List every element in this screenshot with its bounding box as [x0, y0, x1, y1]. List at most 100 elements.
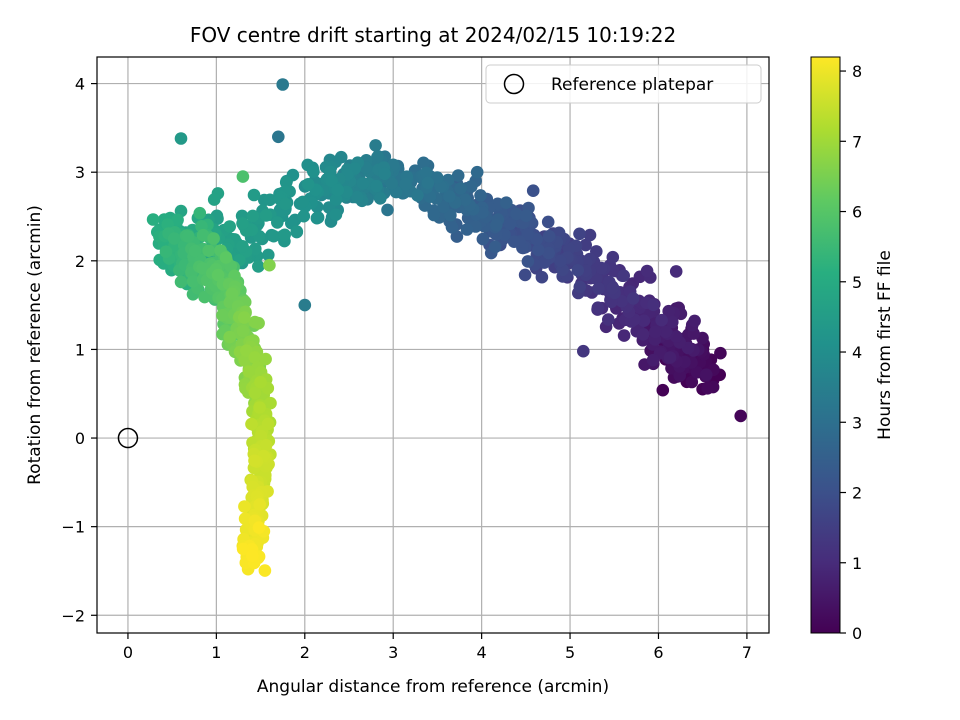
data-point	[573, 280, 587, 294]
x-tick-label: 0	[123, 643, 133, 662]
data-point	[602, 313, 615, 326]
x-tick-label: 4	[477, 643, 487, 662]
data-point	[258, 564, 272, 577]
data-point	[518, 268, 532, 282]
data-point	[223, 220, 236, 233]
data-point	[646, 353, 660, 367]
y-tick-label: 0	[75, 429, 85, 448]
data-point	[673, 369, 686, 383]
data-point	[542, 229, 556, 243]
data-point	[490, 218, 503, 232]
data-point	[470, 165, 484, 179]
data-point	[252, 316, 265, 330]
data-point	[246, 209, 260, 223]
data-point	[271, 216, 284, 229]
data-point	[521, 255, 535, 268]
colorbar-gradient	[810, 56, 841, 634]
data-point	[272, 130, 285, 144]
data-point	[541, 215, 555, 229]
data-point	[254, 429, 268, 443]
data-point	[592, 282, 605, 295]
data-point	[276, 78, 290, 91]
data-point	[579, 238, 592, 252]
data-point	[236, 324, 250, 338]
data-point	[325, 174, 338, 188]
y-tick-label: −2	[61, 606, 85, 625]
colorbar-ticks: 0 1 2 3 4 5 6 7 8	[840, 62, 862, 643]
data-point	[488, 240, 502, 254]
data-point	[242, 365, 256, 378]
data-point	[248, 351, 262, 364]
data-point	[666, 315, 679, 329]
data-point	[301, 178, 315, 191]
data-point	[526, 184, 540, 197]
data-point	[329, 208, 343, 221]
data-point	[193, 206, 207, 220]
data-point	[532, 243, 545, 257]
data-point	[535, 270, 549, 284]
data-point	[307, 165, 320, 178]
data-point	[649, 325, 662, 339]
x-axis-ticks: 0 1 2 3 4 5 6 7	[123, 633, 752, 662]
data-point	[688, 314, 701, 328]
data-point	[238, 500, 251, 513]
y-tick-label: −1	[61, 518, 85, 537]
data-point	[238, 354, 252, 367]
data-point	[465, 180, 478, 193]
data-point	[264, 396, 277, 410]
data-point	[259, 209, 273, 222]
data-point	[219, 251, 233, 264]
data-point	[663, 351, 677, 364]
chart-title: FOV centre drift starting at 2024/02/15 …	[190, 23, 676, 47]
data-point	[236, 542, 250, 556]
data-point	[714, 346, 727, 360]
data-point	[419, 166, 433, 180]
x-axis-label: Angular distance from reference (arcmin)	[257, 677, 609, 697]
data-point	[444, 208, 457, 222]
data-point	[647, 298, 660, 312]
y-tick-label: 2	[75, 252, 85, 271]
data-point	[248, 386, 262, 400]
data-point	[700, 368, 713, 382]
data-point	[640, 264, 654, 278]
data-point	[167, 232, 181, 245]
data-point	[236, 170, 250, 183]
y-tick-label: 3	[75, 163, 85, 182]
data-point	[253, 498, 266, 511]
data-point	[329, 193, 343, 206]
data-point	[591, 301, 605, 315]
data-point	[573, 227, 586, 241]
colorbar-tick-label: 6	[852, 203, 862, 222]
data-point	[188, 244, 202, 258]
data-point	[207, 193, 221, 206]
data-point	[636, 328, 650, 341]
data-point	[259, 352, 272, 366]
data-point	[374, 192, 387, 205]
y-tick-label: 1	[75, 340, 85, 359]
data-point	[174, 275, 188, 289]
data-point	[626, 292, 640, 305]
data-point	[196, 228, 210, 242]
data-point	[298, 298, 312, 312]
data-point	[267, 229, 281, 243]
data-point	[248, 454, 261, 468]
y-tick-label: 4	[75, 75, 85, 94]
data-point	[238, 311, 251, 324]
data-point	[454, 182, 467, 195]
colorbar-label: Hours from first FF file	[875, 250, 895, 440]
data-point	[656, 383, 670, 397]
data-point	[538, 256, 551, 269]
colorbar-tick-label: 4	[852, 343, 862, 362]
data-point	[225, 287, 239, 301]
data-point	[259, 439, 273, 452]
data-point	[443, 190, 456, 203]
data-point	[223, 330, 236, 344]
colorbar-tick-label: 0	[852, 624, 862, 643]
data-point	[146, 213, 160, 226]
data-point	[427, 208, 441, 222]
x-tick-label: 5	[565, 643, 575, 662]
data-point	[615, 294, 629, 308]
data-point	[450, 230, 464, 243]
data-point	[351, 191, 364, 204]
data-point	[381, 203, 394, 217]
